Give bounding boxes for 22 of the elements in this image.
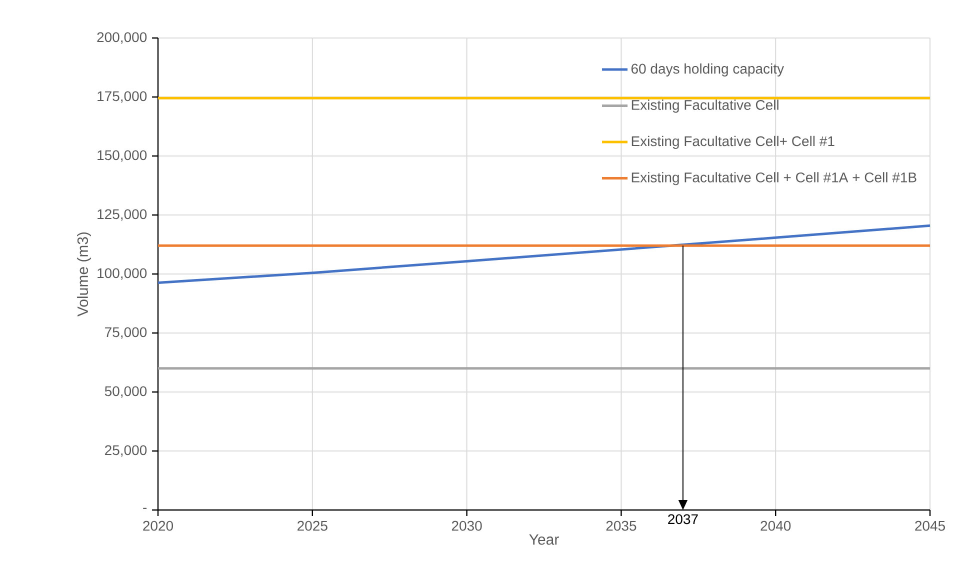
y-tick-label: - [143, 508, 147, 509]
y-tick-label: 125,000 [98, 209, 147, 221]
x-tick-label: 2020 [143, 520, 174, 531]
y-axis-title: Volume (m3) [77, 232, 91, 316]
legend-label: Existing Facultative Cell [632, 100, 778, 113]
legend-label: Existing Facultative Cell + Cell #1A + Cell #1B [632, 172, 916, 186]
legend-label: 60 days holding capacity [631, 63, 784, 76]
x-tick-label: 2025 [298, 520, 328, 531]
legend-label: Existing Facultative Cell+ Cell #1 [632, 136, 834, 149]
x-tick-label: 2030 [452, 520, 482, 531]
y-tick-label: 175,000 [98, 91, 147, 103]
y-tick-label: 150,000 [98, 150, 147, 162]
y-tick-label: 25,000 [105, 445, 147, 457]
annotation: 2037 [668, 514, 698, 524]
y-tick-label: 200,000 [97, 32, 147, 44]
y-tick-label: 100,000 [98, 268, 147, 280]
x-tick-label: 2040 [760, 520, 791, 531]
x-tick-label: 2035 [606, 520, 636, 531]
y-tick-label: 50,000 [104, 386, 147, 398]
x-tick-label: 2045 [915, 520, 945, 531]
y-tick-label: 75,000 [105, 327, 147, 339]
x-axis-title: Year [529, 534, 559, 545]
